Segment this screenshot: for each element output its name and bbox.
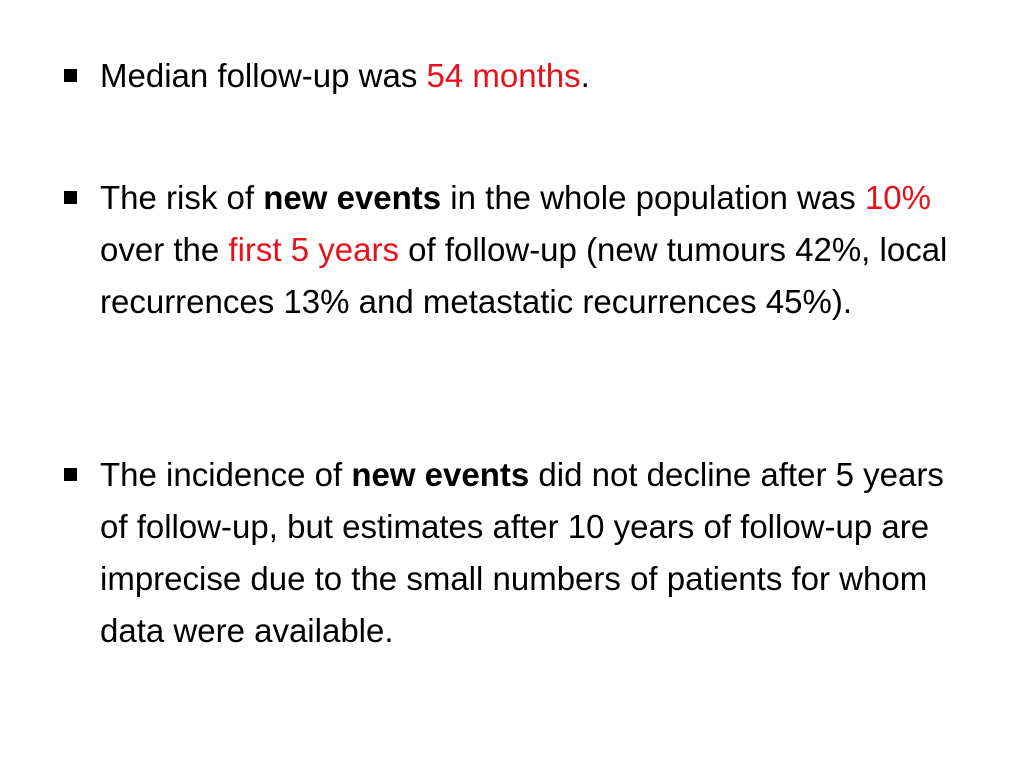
text-segment: did not decline after 5 years of follow-…: [100, 456, 944, 649]
text-segment: Median follow-up was: [100, 57, 427, 94]
text-segment: of follow-up (new tumours 42%, local rec…: [100, 231, 948, 320]
text-segment: The risk of: [100, 179, 264, 216]
text-segment: in the whole population was: [441, 179, 865, 216]
highlight-risk-percent: 10%: [864, 179, 931, 216]
emphasis-new-events: new events: [263, 179, 442, 216]
text-segment: over the: [100, 231, 229, 268]
bullet-text: The risk of new events in the whole popu…: [100, 172, 960, 328]
square-bullet-icon: [64, 468, 77, 481]
highlight-first-years: first 5 years: [228, 231, 399, 268]
square-bullet-icon: [64, 191, 77, 204]
bullet-text: The incidence of new events did not decl…: [100, 449, 960, 657]
text-segment: The incidence of: [100, 456, 352, 493]
emphasis-new-events: new events: [351, 456, 530, 493]
square-bullet-icon: [64, 69, 77, 82]
bullet-text: Median follow-up was 54 months.: [100, 50, 960, 102]
highlight-median-months: 54 months: [426, 57, 581, 94]
text-segment: .: [580, 57, 590, 94]
